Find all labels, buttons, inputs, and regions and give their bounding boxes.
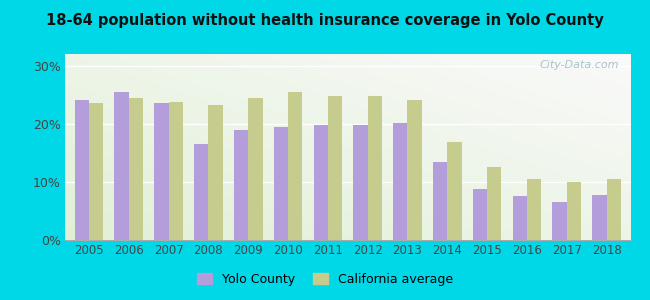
Bar xyxy=(288,92,302,240)
Bar xyxy=(513,196,527,240)
Bar xyxy=(433,161,447,240)
Bar xyxy=(209,105,223,240)
Bar xyxy=(606,179,621,240)
Text: City-Data.com: City-Data.com xyxy=(540,60,619,70)
Bar xyxy=(75,100,89,240)
Bar xyxy=(592,195,606,240)
Bar xyxy=(194,144,209,240)
Bar xyxy=(248,98,263,240)
Bar xyxy=(527,179,541,240)
Bar xyxy=(114,92,129,240)
Bar xyxy=(408,100,422,240)
Text: 18-64 population without health insurance coverage in Yolo County: 18-64 population without health insuranc… xyxy=(46,14,604,28)
Bar xyxy=(234,130,248,240)
Bar xyxy=(354,125,368,240)
Legend: Yolo County, California average: Yolo County, California average xyxy=(192,268,458,291)
Bar xyxy=(154,103,168,240)
Bar xyxy=(487,167,501,240)
Bar xyxy=(313,125,328,240)
Bar xyxy=(473,189,487,240)
Bar xyxy=(567,182,581,240)
Bar xyxy=(129,98,143,240)
Bar xyxy=(168,102,183,240)
Bar xyxy=(447,142,462,240)
Bar xyxy=(89,103,103,240)
Bar xyxy=(274,127,288,240)
Bar xyxy=(552,202,567,240)
Bar xyxy=(328,96,342,240)
Bar xyxy=(393,123,408,240)
Bar xyxy=(368,96,382,240)
